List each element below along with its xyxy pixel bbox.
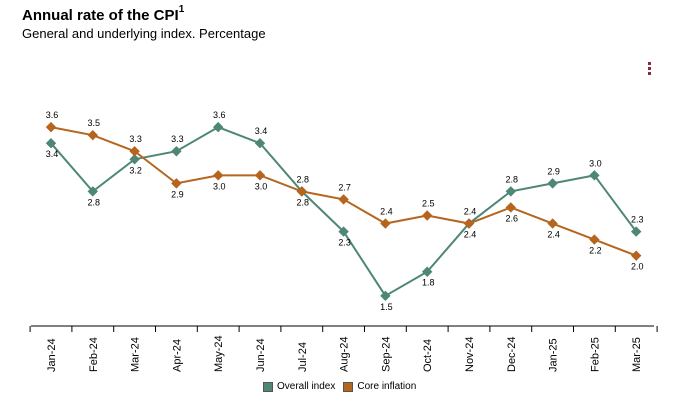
x-tick-label: Feb-24 xyxy=(88,337,100,372)
data-point xyxy=(463,218,475,229)
chart-legend: Overall index Core inflation xyxy=(263,381,424,392)
data-label: 3.6 xyxy=(213,110,226,120)
data-label: 3.3 xyxy=(171,134,184,144)
chart-subtitle: General and underlying index. Percentage xyxy=(22,26,266,41)
data-label: 3.3 xyxy=(129,134,142,144)
data-point xyxy=(630,250,642,261)
x-tick-label: Oct-24 xyxy=(422,339,434,372)
data-point xyxy=(129,154,140,165)
x-tick-label: May-24 xyxy=(213,335,225,372)
data-label: 2.4 xyxy=(464,230,477,240)
title-footnote: 1 xyxy=(178,4,185,15)
data-label: 3.4 xyxy=(255,126,268,136)
data-label: 1.8 xyxy=(422,278,435,288)
data-point xyxy=(421,210,433,221)
data-label: 3.6 xyxy=(46,110,59,120)
x-tick-label: Jun-24 xyxy=(255,338,267,372)
series-line-0 xyxy=(50,126,638,298)
x-tick-label: Mar-24 xyxy=(130,337,142,372)
data-label: 2.8 xyxy=(297,174,310,184)
x-tick-label: Feb-25 xyxy=(589,337,601,372)
data-label: 2.8 xyxy=(297,197,310,207)
data-label: 3.0 xyxy=(213,181,226,191)
data-point xyxy=(505,202,517,213)
data-label: 2.9 xyxy=(171,189,184,199)
data-point xyxy=(45,121,57,133)
legend-label-core: Core inflation xyxy=(357,381,417,392)
data-label: 2.8 xyxy=(506,174,519,184)
data-label: 3.0 xyxy=(589,158,602,168)
data-label: 2.0 xyxy=(631,262,644,272)
legend-item-core[interactable]: Core inflation xyxy=(343,381,416,392)
chart-title: Annual rate of the CPI1 xyxy=(22,4,185,24)
data-point xyxy=(87,129,99,141)
data-point xyxy=(338,194,349,205)
data-label: 1.5 xyxy=(380,302,393,312)
x-tick-label: Jan-24 xyxy=(46,338,58,372)
data-point xyxy=(87,186,99,197)
data-label: 2.8 xyxy=(88,197,101,207)
x-tick-label: Jul-24 xyxy=(297,342,309,372)
data-label: 2.3 xyxy=(338,238,351,248)
x-tick-label: Aug-24 xyxy=(339,337,351,372)
hamburger-menu-icon[interactable] xyxy=(646,62,652,76)
x-tick-label: Dec-24 xyxy=(506,337,518,372)
data-label: 2.4 xyxy=(547,230,560,240)
data-point xyxy=(171,178,182,189)
data-point xyxy=(129,146,140,157)
data-label: 2.6 xyxy=(506,213,519,223)
data-label: 3.2 xyxy=(129,165,142,175)
data-label: 2.9 xyxy=(547,166,560,176)
data-point xyxy=(254,170,266,181)
data-point xyxy=(547,178,558,189)
data-label: 3.5 xyxy=(88,118,101,128)
x-tick-label: Sep-24 xyxy=(380,337,392,372)
data-label: 2.3 xyxy=(631,215,644,225)
data-label: 2.5 xyxy=(422,199,435,209)
data-point xyxy=(254,137,266,149)
x-tick-label: Jan-25 xyxy=(548,338,560,372)
data-label: 3.4 xyxy=(46,149,59,159)
data-point xyxy=(630,226,642,237)
data-point xyxy=(380,218,391,229)
data-point xyxy=(212,121,224,133)
data-point xyxy=(45,137,57,149)
data-point xyxy=(338,226,349,237)
data-point xyxy=(547,218,558,229)
data-label: 2.4 xyxy=(464,207,477,217)
data-point xyxy=(505,186,517,197)
data-label: 2.2 xyxy=(589,246,602,256)
data-point xyxy=(380,290,391,302)
x-tick-label: Nov-24 xyxy=(464,337,476,372)
legend-item-overall[interactable]: Overall index xyxy=(263,381,335,392)
data-point xyxy=(589,170,600,181)
legend-label-overall: Overall index xyxy=(277,381,336,392)
data-label: 2.4 xyxy=(380,207,393,217)
data-label: 3.0 xyxy=(255,181,268,191)
legend-swatch-core xyxy=(343,381,354,392)
data-label: 2.7 xyxy=(338,182,351,192)
data-point xyxy=(421,266,433,277)
data-point xyxy=(296,186,308,197)
data-point xyxy=(212,170,224,181)
data-point xyxy=(171,146,182,157)
x-tick-label: Mar-25 xyxy=(631,337,643,372)
legend-swatch-overall xyxy=(263,381,273,392)
data-point xyxy=(589,234,600,245)
x-tick-label: Apr-24 xyxy=(171,339,183,372)
